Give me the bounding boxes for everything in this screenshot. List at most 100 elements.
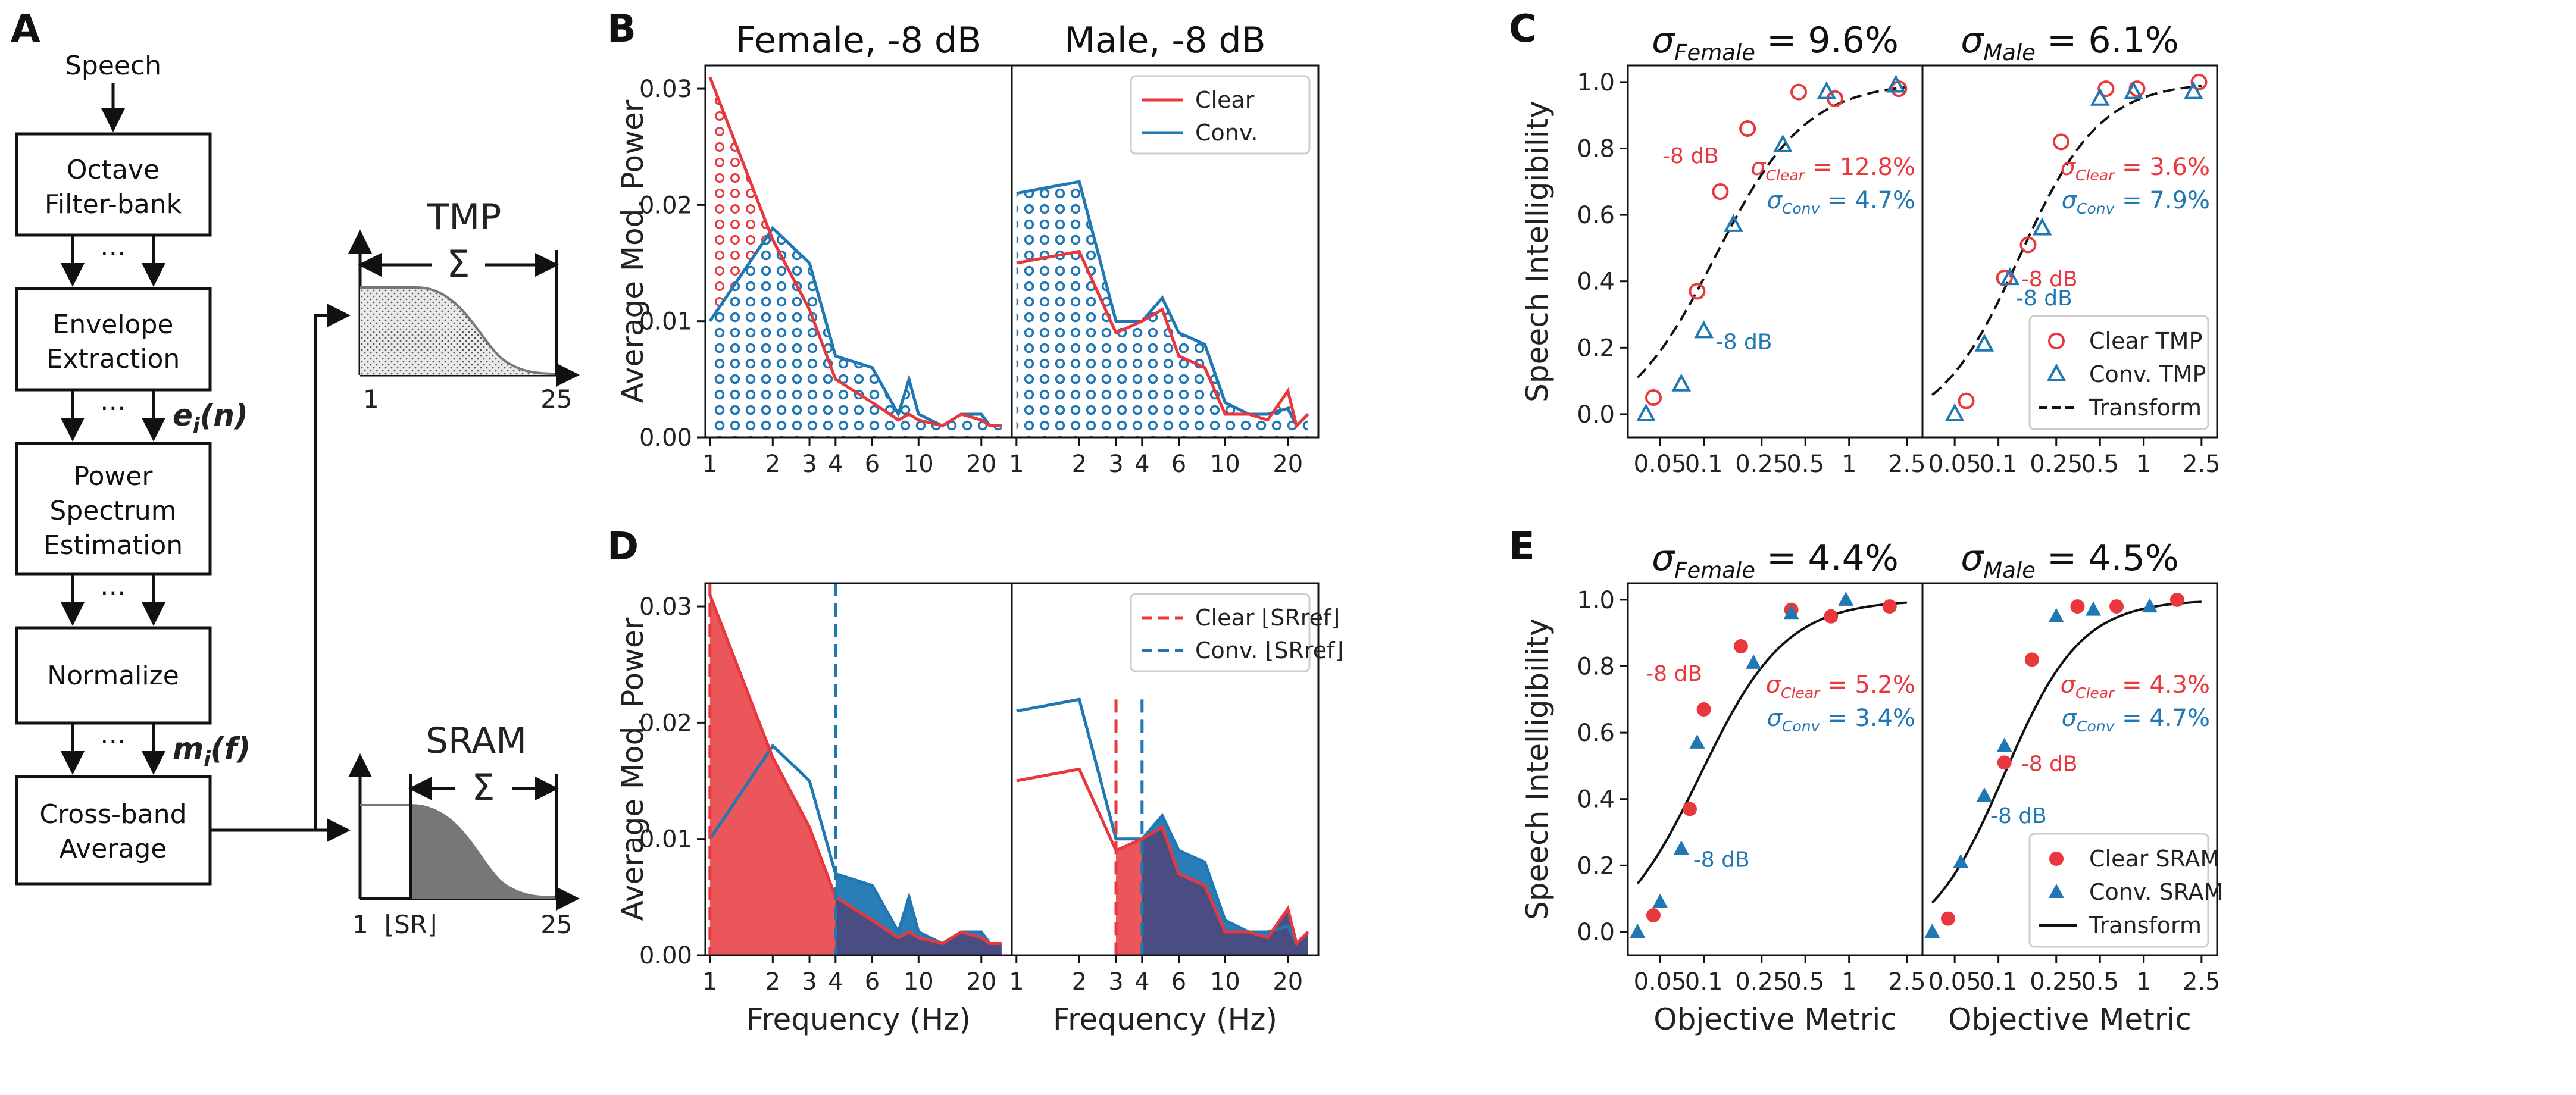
legend-transform-label: Transform	[2089, 912, 2202, 938]
x-tick-label: 1	[2136, 968, 2151, 996]
clear-point	[2190, 73, 2208, 90]
conv-point	[1636, 403, 1656, 421]
x-tick-label: 1	[702, 450, 717, 478]
conv-annotation: -8 dB	[1716, 330, 1772, 354]
axes-frame	[1627, 64, 1924, 439]
legend-conv-label: Conv. SRAM	[2089, 879, 2223, 905]
tmp-area	[360, 287, 557, 375]
y-tick-label: 0.6	[1577, 719, 1615, 747]
sigma-conv: σConv = 4.7%	[2062, 705, 2210, 735]
legend-box	[2028, 833, 2209, 948]
sram-title: SRAM	[426, 720, 527, 762]
x-tick-label: 0.05	[1634, 450, 1687, 478]
conv-line	[708, 743, 1002, 946]
overlap-area	[835, 897, 1002, 955]
y-tick-label: 0.2	[1577, 334, 1615, 362]
x-tick-label: 20	[966, 968, 996, 996]
clear-point	[1689, 283, 1706, 300]
x-tick-label: 0.25	[1735, 450, 1788, 478]
x-tick-label: 10	[904, 450, 934, 478]
x-tick-label: 3	[802, 968, 817, 996]
clear-area	[709, 595, 1002, 955]
conv-annotation: -8 dB	[1693, 847, 1750, 872]
x-tick-label: 1	[702, 968, 717, 996]
x-tick-label: 0.5	[1786, 450, 1824, 478]
x-tick-label: 2.5	[2183, 450, 2221, 478]
mi-label: mi(f)	[173, 731, 251, 771]
x-tick-label: 2	[1072, 450, 1087, 478]
plot-area	[708, 583, 1002, 955]
legend-clear-label: Clear SRAM	[2089, 846, 2219, 872]
conv-point	[1783, 605, 1799, 620]
conv-point	[1817, 81, 1837, 99]
x-tick-label: 0.1	[1980, 968, 2018, 996]
box-label: Spectrum	[49, 496, 176, 526]
x-tick-label: 4	[828, 968, 843, 996]
ellipsis: ⋯	[100, 238, 126, 268]
conv-point	[1724, 214, 1743, 232]
clear-point	[2070, 599, 2085, 614]
plot-area	[708, 76, 1002, 437]
panel-letter-a: A	[11, 7, 40, 51]
legend-clear-marker	[2048, 333, 2065, 349]
connector-to-tmp	[314, 304, 351, 830]
y-tick-label: 0.01	[639, 308, 692, 336]
box-normalize	[15, 626, 212, 725]
clear-point	[1882, 599, 1897, 614]
x-tick-label: 3	[802, 450, 817, 478]
subplot-title: σMale = 6.1%	[1961, 20, 2179, 65]
conv-point	[1886, 74, 1906, 93]
conv-point	[1694, 320, 1714, 339]
x-tick-label: 6	[865, 968, 880, 996]
axes-frame	[1011, 64, 1320, 439]
spectrum-subplot-0: 1 2 3 4 6 10 20 Frequency (Hz)	[702, 582, 1013, 1037]
x-tick-label: 0.5	[2081, 968, 2119, 996]
tmp-x-end: 25	[540, 384, 572, 414]
x-tick-label: 2.5	[1888, 968, 1926, 996]
x-tick-label: 6	[865, 450, 880, 478]
tmp-curve	[360, 286, 557, 375]
x-tick-label: 2	[765, 968, 780, 996]
transform-curve	[1636, 86, 1908, 378]
sram-x-end: 25	[540, 910, 572, 939]
x-tick-label: 0.05	[1634, 968, 1687, 996]
axes-frame	[1011, 582, 1320, 956]
clear-annotation: -8 dB	[2021, 267, 2078, 292]
subplot-title: σMale = 4.5%	[1961, 537, 2179, 583]
sigma-conv: σConv = 7.9%	[2062, 187, 2210, 217]
sigma-conv: σConv = 3.4%	[1767, 705, 1915, 735]
box-label: Cross-band	[39, 799, 186, 830]
legend-clear-label: Clear ⌊SRref⌋	[1195, 605, 1340, 631]
x-tick-label: 1	[1009, 968, 1024, 996]
clear-point	[2169, 592, 2184, 607]
conv-point	[2032, 217, 2052, 236]
y-tick-label: 0.03	[639, 76, 692, 103]
conv-point	[1944, 403, 1965, 421]
conv-line	[1016, 180, 1309, 428]
x-tick-label: 20	[1273, 450, 1303, 478]
box-envelope-extraction	[15, 287, 212, 392]
x-tick-label: 2.5	[2183, 968, 2221, 996]
axes-frame	[1921, 64, 2218, 439]
sram-area	[411, 805, 557, 899]
conv-line	[708, 226, 1002, 428]
spectrum-subplot-1: 1 2 3 4 6 10 20 Frequency (Hz)	[1009, 582, 1320, 1037]
x-axis-label: Frequency (Hz)	[746, 1002, 971, 1037]
spectrum-subplot-1: 1 2 3 4 6 10 20 Male, -8 dB	[1009, 20, 1320, 478]
x-tick-label: 20	[966, 450, 996, 478]
clear-point	[2019, 236, 2037, 254]
conv-annotation: -8 dB	[2016, 286, 2072, 311]
ei-label: ei(n)	[173, 398, 248, 438]
clear-point	[1712, 183, 1729, 201]
clear-annotation: -8 dB	[1662, 144, 1719, 168]
conv-area	[709, 228, 1002, 437]
clear-annotation: -8 dB	[2021, 752, 2078, 776]
conv-point	[2183, 81, 2203, 99]
y-tick-label: 0.4	[1577, 268, 1615, 296]
transform-curve	[1931, 85, 2202, 396]
conv-point	[1974, 333, 1994, 352]
clear-point	[1733, 639, 1748, 654]
x-tick-label: 6	[1171, 968, 1186, 996]
